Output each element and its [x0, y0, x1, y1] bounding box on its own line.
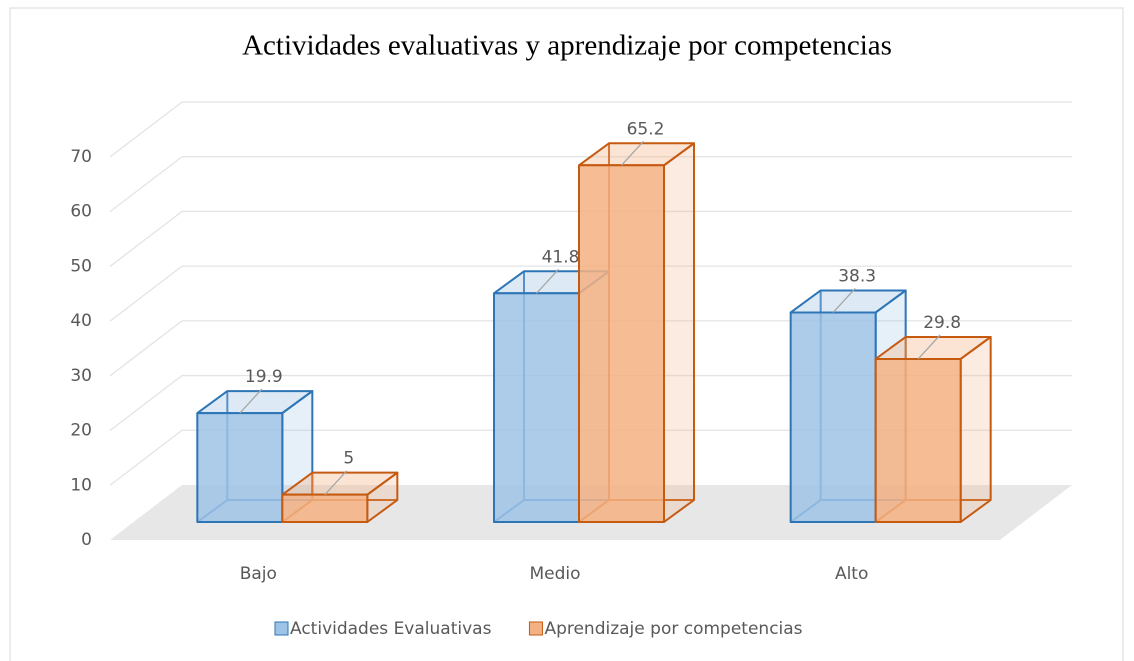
bar-side — [663, 142, 695, 523]
leader-line — [536, 268, 559, 294]
y-tick-label: 40 — [70, 311, 92, 331]
bar — [874, 357, 962, 523]
bar — [789, 311, 877, 523]
leader-line — [324, 470, 348, 496]
y-tick-label: 10 — [70, 475, 92, 495]
data-label: 41.8 — [542, 247, 580, 267]
grid-line — [109, 265, 1072, 322]
y-tick-label: 0 — [81, 530, 92, 550]
bar — [196, 412, 284, 523]
legend-swatch — [528, 621, 543, 636]
y-tick-label: 70 — [70, 147, 92, 167]
data-label: 5 — [343, 449, 354, 469]
grid-line — [109, 429, 1072, 486]
grid-line — [109, 210, 1072, 267]
y-tick-label: 30 — [70, 366, 92, 386]
data-label: 65.2 — [627, 119, 665, 139]
leader-line — [832, 288, 856, 313]
y-tick-label: 50 — [70, 256, 92, 276]
grid-line — [109, 156, 1072, 213]
legend-label: Actividades Evaluativas — [290, 619, 492, 639]
grid-line — [109, 374, 1072, 432]
grid-line — [109, 101, 1072, 158]
bar-side — [959, 335, 992, 523]
legend-swatch — [274, 621, 289, 636]
data-label: 38.3 — [838, 266, 876, 286]
data-label: 29.8 — [923, 313, 961, 333]
bar — [281, 493, 369, 523]
y-tick-label: 20 — [70, 421, 92, 441]
y-tick-label: 60 — [70, 202, 92, 222]
leader-line — [239, 388, 263, 414]
data-label: 19.9 — [245, 367, 283, 387]
chart-title: Actividades evaluativas y aprendizaje po… — [242, 30, 892, 62]
bar — [578, 164, 665, 524]
x-tick-label: Bajo — [240, 564, 277, 584]
grid-line — [109, 320, 1072, 377]
x-tick-label: Medio — [529, 564, 580, 584]
x-tick-label: Alto — [835, 564, 868, 584]
leader-line — [917, 334, 941, 360]
bar — [493, 292, 580, 523]
legend-label: Aprendizaje por competencias — [544, 619, 802, 639]
leader-line — [621, 140, 644, 166]
